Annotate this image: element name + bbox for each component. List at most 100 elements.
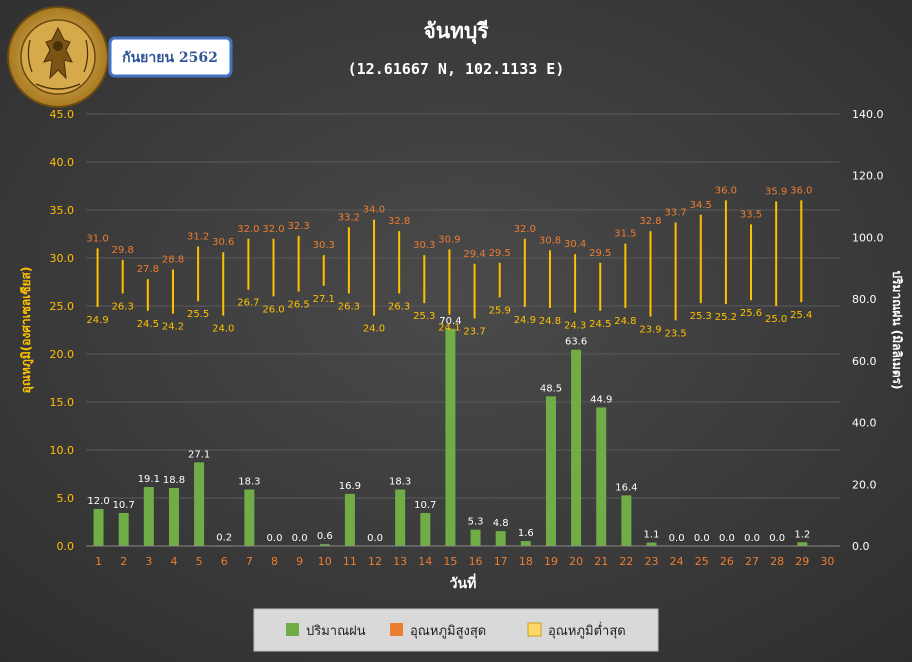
tmin-data-label: 26.3	[112, 302, 134, 313]
x-tick-label: 12	[368, 555, 382, 568]
x-tick-label: 15	[443, 555, 457, 568]
chart-subtitle: (12.61667 N, 102.1133 E)	[348, 60, 565, 78]
tmax-data-label: 35.9	[765, 186, 787, 197]
x-tick-label: 19	[544, 555, 558, 568]
tmax-data-label: 34.5	[690, 200, 712, 211]
rain-data-label: 18.3	[238, 477, 260, 488]
tmax-data-label: 30.3	[313, 240, 335, 251]
tmax-data-label: 33.2	[338, 212, 360, 223]
x-tick-label: 2	[120, 555, 127, 568]
rain-data-label: 0.2	[216, 532, 232, 543]
rain-data-label: 16.4	[615, 482, 637, 493]
x-axis-title: วันที่	[450, 573, 477, 592]
tmin-data-label: 24.2	[162, 322, 184, 333]
rain-data-label: 27.1	[188, 449, 210, 460]
rain-data-label: 48.5	[540, 383, 562, 394]
x-tick-label: 28	[770, 555, 784, 568]
rain-bar	[797, 542, 808, 546]
tmin-data-label: 26.7	[237, 298, 259, 309]
tmin-data-label: 27.1	[313, 294, 335, 305]
rain-bar	[143, 487, 154, 546]
tmax-data-label: 30.9	[438, 234, 460, 245]
legend-item-tmax: อุณหภูมิสูงสุด	[390, 623, 486, 639]
right-tick-label: 80.0	[852, 293, 877, 306]
x-tick-label: 26	[720, 555, 734, 568]
tmin-data-label: 25.3	[690, 311, 712, 322]
tmax-data-label: 33.5	[740, 209, 762, 220]
temperature-range-lines	[96, 200, 803, 321]
tmax-data-label: 36.0	[715, 185, 737, 196]
tmax-data-label: 28.8	[162, 255, 184, 266]
data-labels: 12.0 10.7 19.1 18.8 27.1 0.2 18.3 0.0 0.0 0.6 16.9…	[86, 185, 812, 544]
tmin-data-label: 26.0	[262, 304, 284, 315]
tmax-data-label: 34.0	[363, 205, 385, 216]
rain-bars	[93, 328, 808, 546]
tmax-data-label: 32.0	[514, 224, 536, 235]
x-tick-label: 11	[343, 555, 357, 568]
tmin-data-label: 25.5	[187, 309, 209, 320]
legend-label-tmax: อุณหภูมิสูงสุด	[410, 624, 486, 639]
right-tick-label: 60.0	[852, 355, 877, 368]
x-tick-label: 8	[271, 555, 278, 568]
rain-data-label: 12.0	[87, 496, 109, 507]
rain-data-label: 70.4	[439, 316, 461, 327]
legend: ปริมาณฝน อุณหภูมิสูงสุด อุณหภูมิต่ำสุด	[253, 608, 659, 652]
meteorological-department-logo	[7, 6, 109, 108]
legend-item-rain: ปริมาณฝน	[286, 623, 366, 639]
rain-bar	[344, 493, 355, 546]
left-y-axis: 0.0 5.0 10.0 15.0 20.0 25.0 30.0 35.0 40.0 45.0	[50, 108, 75, 553]
rain-data-label: 1.6	[518, 528, 534, 539]
rain-data-label: 5.3	[468, 517, 484, 528]
tmax-data-label: 30.8	[539, 235, 561, 246]
tmax-data-label: 32.8	[639, 216, 661, 227]
month-badge-label: กันยายน 2562	[122, 50, 218, 66]
rain-data-label: 0.0	[267, 533, 283, 544]
tmax-data-label: 36.0	[790, 185, 812, 196]
left-tick-label: 0.0	[57, 540, 75, 553]
legend-swatch-tmax	[390, 623, 403, 636]
x-tick-label: 17	[494, 555, 508, 568]
tmin-data-label: 24.9	[514, 315, 536, 326]
tmin-data-label: 26.3	[388, 302, 410, 313]
right-axis-title: ปริมาณฝน (มิลลิเมตร)	[890, 270, 904, 389]
x-tick-label: 1	[95, 555, 102, 568]
tmax-data-label: 30.4	[564, 239, 586, 250]
tmin-data-label: 24.1	[438, 323, 460, 334]
tmax-data-label: 32.0	[262, 224, 284, 235]
rain-data-label: 10.7	[113, 500, 135, 511]
left-tick-label: 10.0	[50, 444, 75, 457]
right-y-axis: 0.0 20.0 40.0 60.0 80.0 100.0 120.0 140.0	[852, 108, 884, 553]
tmax-data-label: 32.3	[288, 221, 310, 232]
rain-bar	[470, 529, 481, 546]
tmin-data-label: 25.0	[765, 314, 787, 325]
x-tick-label: 30	[820, 555, 834, 568]
tmin-data-label: 24.0	[212, 324, 234, 335]
rain-bar	[395, 489, 406, 546]
tmax-data-label: 33.7	[665, 207, 687, 218]
left-tick-label: 5.0	[57, 492, 75, 505]
rain-bar	[545, 396, 556, 546]
rain-bar	[420, 512, 431, 546]
left-tick-label: 35.0	[50, 204, 75, 217]
tmin-data-label: 24.0	[363, 324, 385, 335]
tmin-data-label: 25.3	[413, 311, 435, 322]
left-tick-label: 45.0	[50, 108, 75, 121]
left-tick-label: 30.0	[50, 252, 75, 265]
right-tick-label: 20.0	[852, 478, 877, 491]
tmax-data-label: 27.8	[137, 264, 159, 275]
legend-item-tmin: อุณหภูมิต่ำสุด	[527, 622, 626, 639]
x-tick-label: 29	[795, 555, 809, 568]
tmax-data-label: 29.4	[463, 249, 485, 260]
rain-data-label: 1.1	[644, 530, 660, 541]
x-tick-label: 24	[670, 555, 684, 568]
tmax-data-label: 30.6	[212, 237, 234, 248]
x-tick-label: 21	[594, 555, 608, 568]
rain-data-label: 19.1	[138, 474, 160, 485]
tmin-data-label: 25.6	[740, 308, 762, 319]
legend-label-rain: ปริมาณฝน	[306, 624, 366, 639]
rain-data-label: 18.8	[163, 475, 185, 486]
tmax-data-label: 32.8	[388, 216, 410, 227]
rain-data-label: 63.6	[565, 337, 587, 348]
rain-bar	[596, 407, 607, 546]
